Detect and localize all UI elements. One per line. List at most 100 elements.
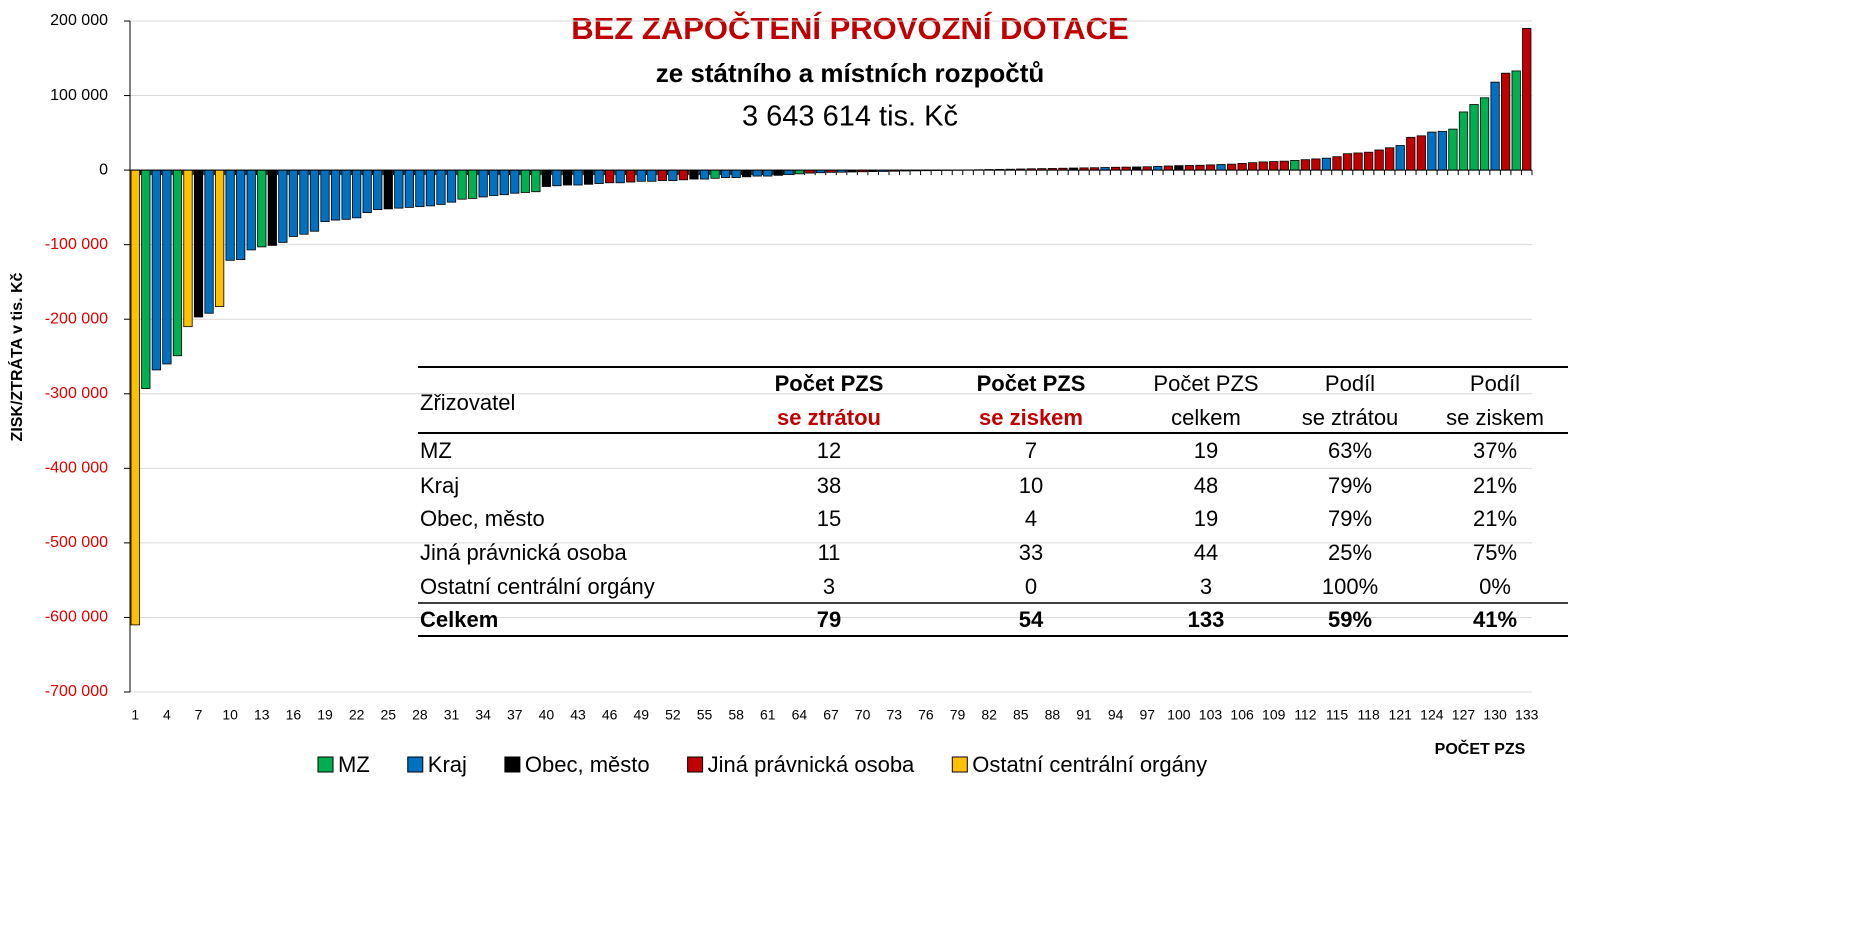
legend-label: Jiná právnická osoba: [708, 752, 915, 777]
table-cell: 21%: [1473, 506, 1517, 531]
bar: [1469, 104, 1479, 171]
table-cell: 0: [1025, 574, 1037, 599]
x-tick-label: 67: [823, 707, 839, 723]
bar: [1342, 153, 1353, 171]
table-header: se ziskem: [1446, 405, 1544, 430]
table-header: Podíl: [1470, 371, 1520, 396]
bar: [1269, 161, 1279, 171]
bar: [267, 169, 277, 246]
bar: [678, 169, 689, 181]
x-tick-label: 97: [1139, 707, 1155, 723]
bar: [1290, 160, 1300, 171]
y-tick-label: -700 000: [45, 683, 108, 700]
bar: [467, 169, 478, 199]
x-tick-label: 1: [131, 707, 139, 723]
bar: [1279, 160, 1289, 171]
bar: [1458, 111, 1469, 171]
table-cell: 19: [1194, 438, 1218, 463]
table-cell: 3: [823, 574, 835, 599]
x-tick-label: 106: [1230, 707, 1254, 723]
bar: [647, 169, 657, 182]
x-axis-label: POČET PZS: [1435, 739, 1526, 758]
bar: [1437, 130, 1448, 171]
x-tick-label: 22: [349, 707, 365, 723]
table-cell: 19: [1194, 506, 1218, 531]
bar: [773, 169, 783, 176]
bar: [246, 169, 256, 251]
table-cell: 21%: [1473, 473, 1517, 498]
bar: [1142, 166, 1152, 171]
legend-swatch: [504, 756, 521, 773]
bar: [236, 169, 246, 260]
bar: [1153, 165, 1163, 171]
table-cell: 33: [1019, 540, 1043, 565]
legend-label: MZ: [338, 752, 370, 777]
bar: [1163, 165, 1173, 171]
table-cell: 4: [1025, 506, 1037, 531]
x-tick-label: 25: [380, 707, 396, 723]
bar: [320, 169, 330, 222]
bar: [763, 169, 773, 177]
table-header: Podíl: [1325, 371, 1375, 396]
bar: [1479, 97, 1490, 171]
bar: [299, 169, 309, 235]
bar: [1406, 136, 1416, 171]
bar: [1501, 72, 1511, 171]
bar: [615, 169, 625, 184]
bar: [668, 169, 678, 181]
bar: [1395, 145, 1405, 171]
x-tick-label: 10: [222, 707, 238, 723]
x-tick-label: 73: [886, 707, 902, 723]
bar: [278, 169, 288, 243]
bar: [520, 169, 530, 193]
table-cell: 15: [817, 506, 841, 531]
bar: [1237, 163, 1247, 171]
chart-title: BEZ ZAPOČTENÍ PROVOZNÍ DOTACE: [571, 10, 1128, 46]
bar: [1184, 165, 1195, 171]
x-tick-label: 37: [507, 707, 523, 723]
table-cell: 12: [817, 438, 841, 463]
bar: [172, 169, 183, 357]
x-tick-label: 34: [475, 707, 491, 723]
x-tick-label: 70: [855, 707, 871, 723]
bar: [489, 169, 499, 196]
table-header: Počet PZS: [977, 371, 1086, 396]
legend-label: Kraj: [428, 752, 467, 777]
y-tick-label: -300 000: [45, 385, 108, 402]
table-total: 59%: [1328, 607, 1372, 632]
bar: [1511, 70, 1521, 171]
legend-swatch: [407, 756, 424, 773]
table-cell: 75%: [1473, 540, 1517, 565]
bar: [731, 169, 741, 178]
table-cell: 3: [1200, 574, 1212, 599]
bar: [309, 169, 320, 232]
legend-swatch: [951, 756, 968, 773]
table-total: Celkem: [420, 607, 498, 632]
bar: [257, 169, 267, 248]
bar: [394, 169, 404, 209]
table-cell: MZ: [420, 438, 452, 463]
x-tick-label: 49: [633, 707, 649, 723]
bar: [794, 169, 804, 175]
bar: [1374, 149, 1384, 171]
bar: [710, 169, 720, 179]
table-cell: 37%: [1473, 438, 1517, 463]
x-tick-label: 121: [1389, 707, 1413, 723]
bar: [1522, 28, 1532, 171]
table-cell: 100%: [1322, 574, 1378, 599]
x-tick-label: 13: [254, 707, 270, 723]
x-tick-label: 55: [697, 707, 713, 723]
bar: [1321, 157, 1332, 171]
table-cell: 79%: [1328, 506, 1372, 531]
x-tick-label: 52: [665, 707, 681, 723]
table-cell: 25%: [1328, 540, 1372, 565]
bar: [742, 169, 752, 178]
table-cell: 11: [818, 540, 841, 565]
x-tick-label: 91: [1076, 707, 1092, 723]
y-tick-label: -400 000: [45, 460, 108, 477]
table-header: celkem: [1171, 405, 1241, 430]
bar: [404, 169, 414, 208]
y-tick-label: -200 000: [45, 310, 108, 327]
table-total: 41%: [1473, 607, 1517, 632]
